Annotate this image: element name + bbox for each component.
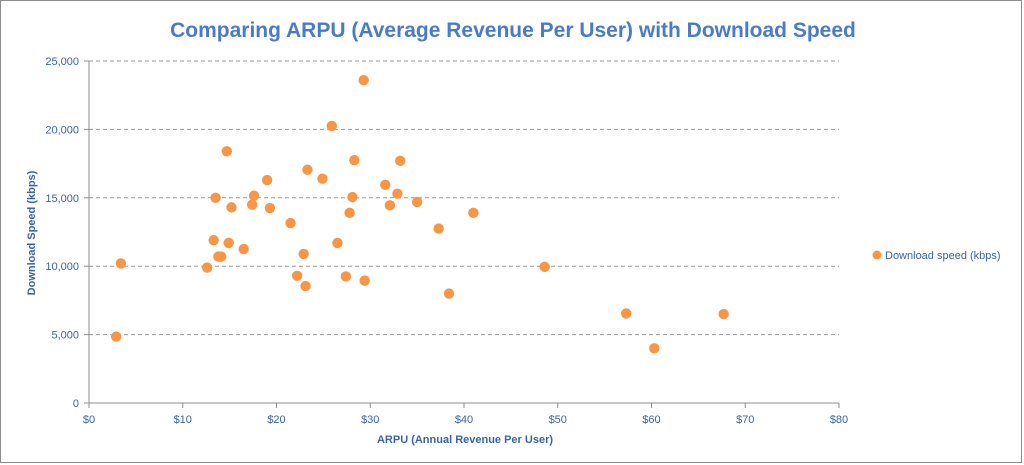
data-point-0-30 <box>384 200 396 211</box>
data-point-0-25 <box>347 191 358 203</box>
data-point-0-10 <box>238 243 249 255</box>
data-point-0-20 <box>317 173 328 184</box>
chart-title: Comparing ARPU (Average Revenue Per User… <box>170 19 856 42</box>
y-tick-label-4: 20,000 <box>45 124 79 136</box>
data-point-0-29 <box>380 179 391 191</box>
x-tick-label-5: $50 <box>549 414 567 426</box>
data-point-0-32 <box>395 155 406 167</box>
data-point-0-15 <box>285 217 296 229</box>
x-tick-label-1: $10 <box>174 414 192 426</box>
data-point-0-16 <box>291 270 303 281</box>
data-point-0-2 <box>201 262 213 273</box>
tick-labels: $0 $10 $20 $30 $40 $50 $60 $70 $80 0 5,000 10,000 15… <box>45 56 848 426</box>
axes <box>84 60 840 408</box>
data-point-0-33 <box>411 196 423 208</box>
data-point-0-40 <box>718 308 729 320</box>
y-tick-label-2: 10,000 <box>45 261 79 273</box>
x-tick-label-4: $40 <box>455 414 473 426</box>
data-point-0-22 <box>332 237 343 249</box>
y-axis-title: Download Speed (kbps) <box>26 170 38 295</box>
data-point-0-14 <box>264 202 276 214</box>
data-point-0-12 <box>248 190 260 201</box>
x-tick-label-0: $0 <box>83 414 95 426</box>
data-point-0-11 <box>246 199 258 210</box>
legend-marker <box>872 250 882 260</box>
x-tick-label-8: $80 <box>830 414 848 426</box>
x-tick-label-3: $30 <box>361 414 379 426</box>
data-point-0-9 <box>226 202 237 213</box>
gridlines <box>89 60 839 336</box>
data-point-0-3 <box>208 235 219 246</box>
data-point-0-19 <box>302 164 313 175</box>
x-tick-label-2: $20 <box>267 414 285 426</box>
data-point-0-18 <box>300 280 311 292</box>
y-tick-label-0: 0 <box>73 398 79 410</box>
data-point-0-26 <box>349 154 360 166</box>
data-point-0-6 <box>215 251 227 262</box>
data-point-0-34 <box>433 223 444 234</box>
data-point-0-23 <box>340 271 352 282</box>
data-point-0-36 <box>468 207 479 219</box>
data-point-0-4 <box>210 192 221 203</box>
y-tick-label-3: 15,000 <box>45 193 79 205</box>
data-point-0-17 <box>298 248 309 260</box>
data-point-0-31 <box>392 188 403 199</box>
x-tick-label-6: $60 <box>642 414 660 426</box>
y-tick-label-5: 25,000 <box>45 56 79 68</box>
y-tick-label-1: 5,000 <box>51 330 79 342</box>
data-point-0-28 <box>359 275 370 286</box>
legend-entry: Download speed (kbps) <box>885 250 1001 262</box>
x-tick-label-7: $70 <box>736 414 754 426</box>
data-point-0-13 <box>261 174 273 186</box>
data-point-0-35 <box>443 288 455 299</box>
data-points <box>110 74 729 354</box>
data-point-0-37 <box>539 261 550 273</box>
data-point-0-1 <box>115 258 127 269</box>
data-point-0-27 <box>358 74 369 86</box>
data-point-0-39 <box>649 343 660 354</box>
data-point-0-38 <box>620 308 632 319</box>
data-point-0-24 <box>344 207 355 219</box>
data-point-0-0 <box>110 331 122 342</box>
data-point-0-7 <box>221 146 233 157</box>
data-point-0-8 <box>223 237 234 249</box>
data-point-0-21 <box>326 120 338 132</box>
legend: Download speed (kbps) <box>872 250 1001 262</box>
x-axis-title: ARPU (Annual Revenue Per User) <box>377 434 553 446</box>
